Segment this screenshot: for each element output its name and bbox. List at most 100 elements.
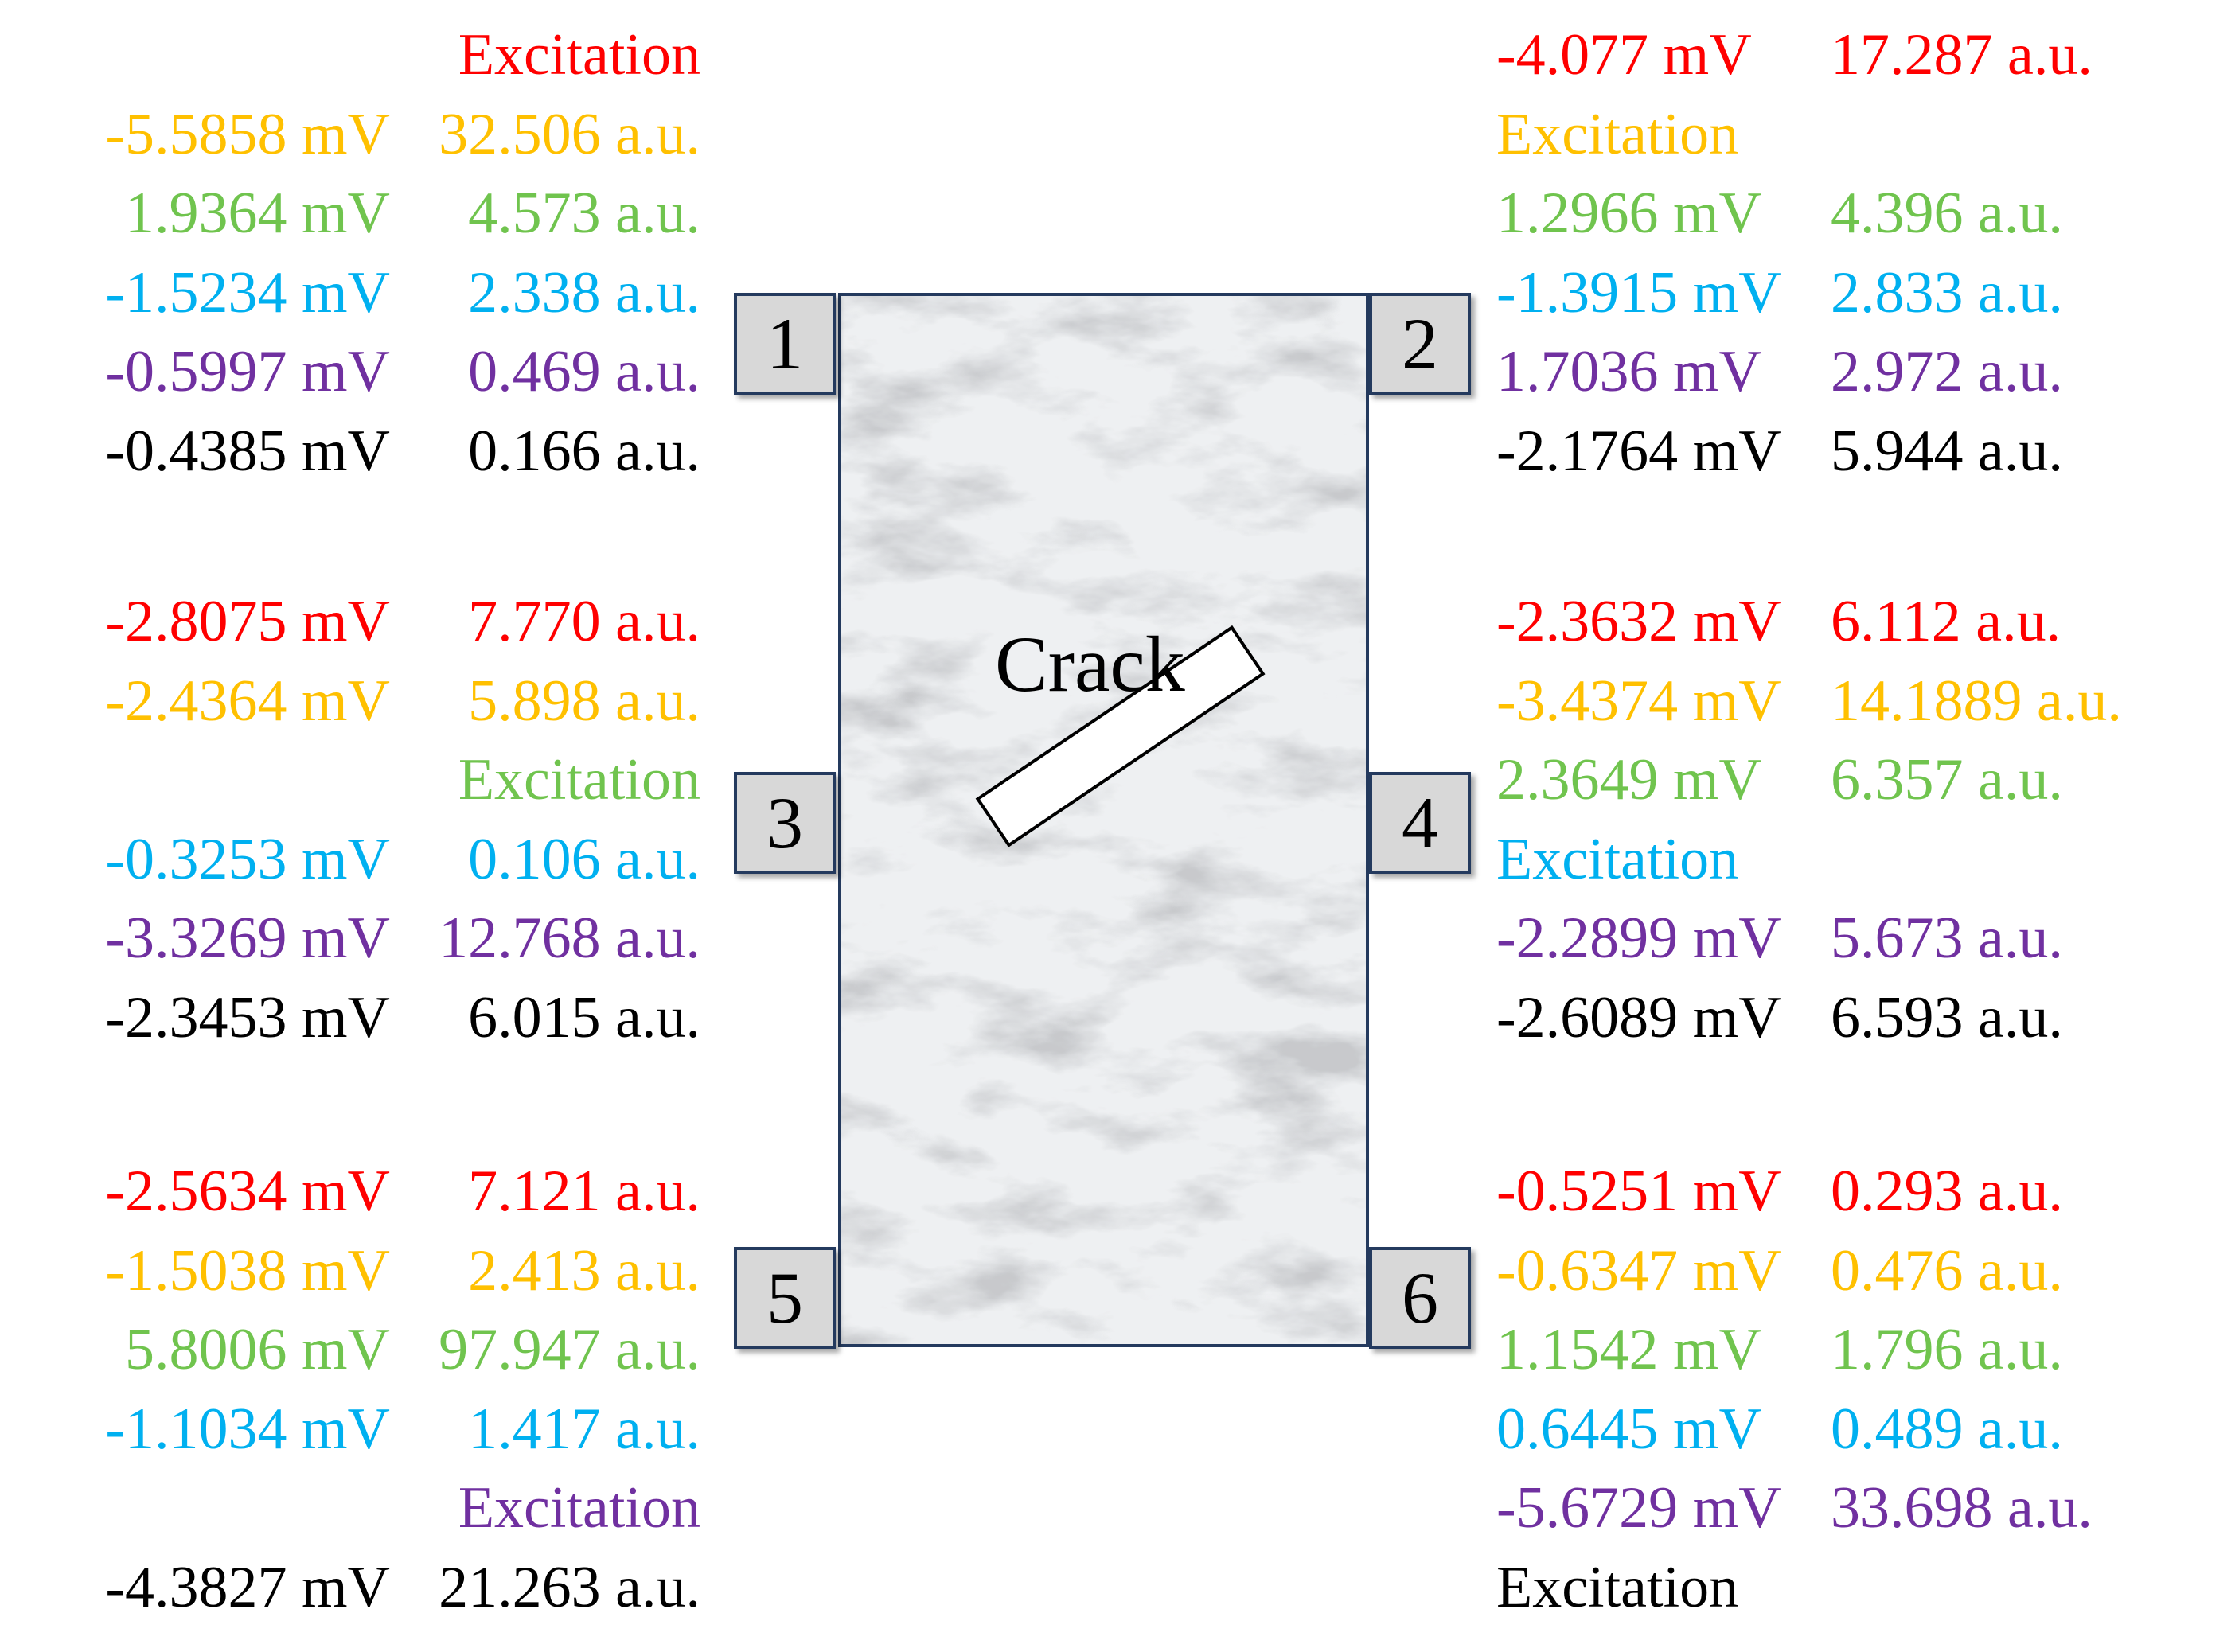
reading-row: -2.3453 mV 6.015 a.u. (16, 979, 716, 1058)
marble-specimen (838, 293, 1369, 1347)
amplitude-value: 5.898 a.u. (468, 668, 700, 734)
amplitude-value: 0.166 a.u. (468, 418, 700, 484)
reading-row: -1.1034 mV 1.417 a.u. (16, 1390, 716, 1470)
sensor-3-box: 3 (734, 772, 836, 874)
voltage-value: -2.4364 mV (105, 668, 390, 734)
sensor-6-box: 6 (1369, 1247, 1471, 1349)
excitation-label: Excitation (458, 747, 700, 813)
reading-row: Excitation (16, 16, 716, 95)
sensor-5-box: 5 (734, 1247, 836, 1349)
sensor-6-readings: -0.5251 mV 0.293 a.u. -0.6347 mV 0.476 a.u.… (1496, 1152, 2213, 1628)
amplitude-value: 2.413 a.u. (468, 1237, 700, 1303)
excitation-label: Excitation (1496, 101, 1739, 167)
reading-row: -1.5038 mV 2.413 a.u. (16, 1232, 716, 1311)
excitation-label: Excitation (458, 1475, 700, 1541)
amplitude-value: 0.489 a.u. (1831, 1396, 2063, 1462)
amplitude-value: 5.673 a.u. (1831, 906, 2063, 972)
excitation-label: Excitation (458, 22, 700, 88)
voltage-value: 0.6445 mV (1496, 1396, 1761, 1462)
voltage-value: -0.6347 mV (1496, 1237, 1781, 1303)
voltage-value: -0.5997 mV (105, 339, 390, 405)
reading-row: -2.5634 mV 7.121 a.u. (16, 1152, 716, 1232)
amplitude-value: 32.506 a.u. (439, 101, 700, 167)
sensor-1-readings: Excitation -5.5858 mV 32.506 a.u. 1.9364 mV… (16, 16, 716, 492)
voltage-value: -5.6729 mV (1496, 1475, 1781, 1541)
reading-row: -3.3269 mV 12.768 a.u. (16, 899, 716, 979)
voltage-value: -3.3269 mV (105, 906, 390, 972)
reading-row: -2.2899 mV 5.673 a.u. (1496, 899, 2213, 979)
crack (975, 625, 1266, 847)
amplitude-value: 0.469 a.u. (468, 339, 700, 405)
reading-row: -0.6347 mV 0.476 a.u. (1496, 1232, 2213, 1311)
amplitude-value: 12.768 a.u. (439, 906, 700, 972)
amplitude-value: 1.796 a.u. (1831, 1317, 2063, 1383)
reading-row: -0.3253 mV 0.106 a.u. (16, 820, 716, 900)
voltage-value: -5.5858 mV (105, 101, 390, 167)
sensor-1-box: 1 (734, 293, 836, 395)
reading-row: -0.5251 mV 0.293 a.u. (1496, 1152, 2213, 1232)
reading-row: -1.3915 mV 2.833 a.u. (1496, 254, 2213, 333)
amplitude-value: 33.698 a.u. (1831, 1475, 2093, 1541)
amplitude-value: 6.357 a.u. (1831, 747, 2063, 813)
reading-row: -5.5858 mV 32.506 a.u. (16, 95, 716, 175)
voltage-value: -2.3632 mV (1496, 589, 1781, 654)
reading-row: Excitation (16, 1469, 716, 1549)
amplitude-value: 2.833 a.u. (1831, 259, 2063, 325)
voltage-value: 2.3649 mV (1496, 747, 1761, 813)
reading-row: Excitation (1496, 820, 2213, 900)
crack-label: Crack (995, 620, 1185, 708)
amplitude-value: 7.770 a.u. (468, 589, 700, 654)
amplitude-value: 0.106 a.u. (468, 826, 700, 892)
voltage-value: 1.2966 mV (1496, 181, 1761, 247)
reading-row: Excitation (1496, 1549, 2213, 1628)
voltage-value: -2.6089 mV (1496, 984, 1781, 1050)
reading-row: -2.4364 mV 5.898 a.u. (16, 662, 716, 742)
amplitude-value: 4.396 a.u. (1831, 181, 2063, 247)
excitation-label: Excitation (1496, 826, 1739, 892)
amplitude-value: 7.121 a.u. (468, 1159, 700, 1224)
voltage-value: -0.5251 mV (1496, 1159, 1781, 1224)
amplitude-value: 1.417 a.u. (468, 1396, 700, 1462)
sensor-2-box: 2 (1369, 293, 1471, 395)
sensor-2-readings: -4.077 mV 17.287 a.u. Excitation 1.2966 mV 4… (1496, 16, 2213, 492)
sensor-5-readings: -2.5634 mV 7.121 a.u. -1.5038 mV 2.413 a.u.… (16, 1152, 716, 1628)
voltage-value: -2.1764 mV (1496, 418, 1781, 484)
amplitude-value: 97.947 a.u. (439, 1317, 700, 1383)
voltage-value: -1.5234 mV (105, 259, 390, 325)
reading-row: 1.1542 mV 1.796 a.u. (1496, 1311, 2213, 1390)
amplitude-value: 17.287 a.u. (1831, 22, 2093, 88)
reading-row: -2.8075 mV 7.770 a.u. (16, 582, 716, 662)
voltage-value: -3.4374 mV (1496, 668, 1781, 734)
voltage-value: -2.5634 mV (105, 1159, 390, 1224)
voltage-value: -4.077 mV (1496, 22, 1752, 88)
voltage-value: -1.1034 mV (105, 1396, 390, 1462)
reading-row: -3.4374 mV 14.1889 a.u. (1496, 662, 2213, 742)
voltage-value: 5.8006 mV (125, 1317, 390, 1383)
amplitude-value: 2.338 a.u. (468, 259, 700, 325)
voltage-value: 1.7036 mV (1496, 339, 1761, 405)
reading-row: -0.4385 mV 0.166 a.u. (16, 412, 716, 492)
sensor-3-readings: -2.8075 mV 7.770 a.u. -2.4364 mV 5.898 a.u.… (16, 582, 716, 1058)
reading-row: 1.2966 mV 4.396 a.u. (1496, 174, 2213, 254)
sensor-4-box: 4 (1369, 772, 1471, 874)
voltage-value: -0.3253 mV (105, 826, 390, 892)
amplitude-value: 2.972 a.u. (1831, 339, 2063, 405)
reading-row: 5.8006 mV 97.947 a.u. (16, 1311, 716, 1390)
amplitude-value: 6.593 a.u. (1831, 984, 2063, 1050)
voltage-value: -2.2899 mV (1496, 906, 1781, 972)
amplitude-value: 4.573 a.u. (468, 181, 700, 247)
reading-row: -4.077 mV 17.287 a.u. (1496, 16, 2213, 95)
reading-row: -4.3827 mV 21.263 a.u. (16, 1549, 716, 1628)
reading-row: Excitation (16, 741, 716, 820)
reading-row: -0.5997 mV 0.469 a.u. (16, 333, 716, 412)
reading-row: -2.3632 mV 6.112 a.u. (1496, 582, 2213, 662)
amplitude-value: 0.476 a.u. (1831, 1237, 2063, 1303)
reading-row: -1.5234 mV 2.338 a.u. (16, 254, 716, 333)
amplitude-value: 21.263 a.u. (439, 1554, 700, 1620)
reading-row: Excitation (1496, 95, 2213, 175)
amplitude-value: 0.293 a.u. (1831, 1159, 2063, 1224)
amplitude-value: 5.944 a.u. (1831, 418, 2063, 484)
voltage-value: -4.3827 mV (105, 1554, 390, 1620)
amplitude-value: 6.015 a.u. (468, 984, 700, 1050)
excitation-label: Excitation (1496, 1554, 1739, 1620)
